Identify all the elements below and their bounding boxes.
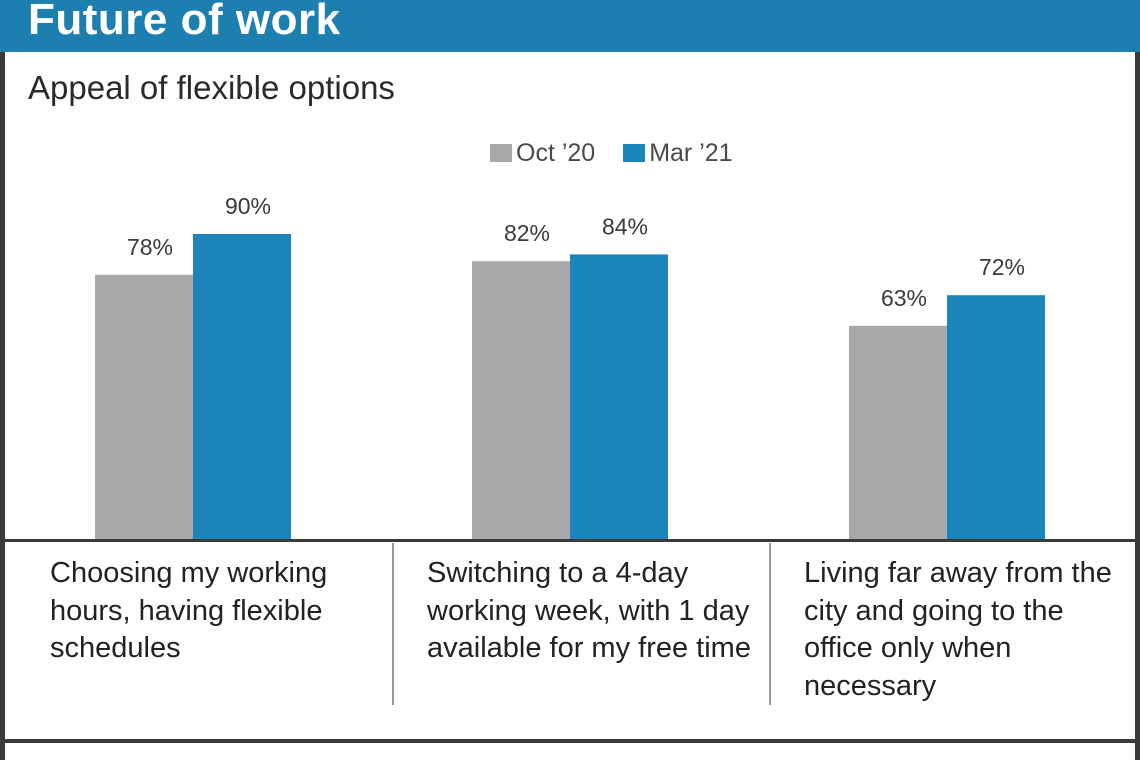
category-label-4-day-week: Switching to a 4-day working week, with …	[427, 557, 751, 664]
data-label-mar21-flexible-hours: 90%	[225, 193, 271, 219]
legend-label-oct20: Oct ’20	[516, 138, 596, 167]
bar-mar21-4-day-week	[570, 254, 668, 540]
legend-swatch-oct20	[490, 144, 512, 162]
chart-baseline	[5, 539, 1135, 542]
data-label-mar21-4-day-week: 84%	[602, 213, 648, 239]
bar-oct20-flexible-hours	[95, 274, 193, 540]
chart-legend: Oct ’20 Mar ’21	[490, 138, 733, 168]
bar-oct20-live-far-away	[849, 325, 947, 540]
bar-mar21-flexible-hours	[193, 234, 291, 540]
category-divider	[392, 543, 394, 705]
footer-rule	[5, 739, 1135, 743]
legend-swatch-mar21	[623, 144, 646, 162]
legend-item-oct20: Oct ’20	[490, 139, 595, 168]
category-divider	[769, 543, 771, 705]
data-label-mar21-live-far-away: 72%	[979, 254, 1025, 280]
category-label-live-far-away: Living far away from the city and going …	[804, 557, 1112, 702]
page-title: Future of work	[28, 0, 341, 44]
bar-oct20-4-day-week	[472, 261, 570, 540]
category-label-flexible-hours: Choosing my working hours, having flexib…	[50, 557, 328, 664]
data-label-oct20-live-far-away: 63%	[881, 285, 927, 311]
legend-label-mar21: Mar ’21	[649, 138, 733, 167]
bar-mar21-live-far-away	[947, 295, 1045, 540]
header-banner: Future of work	[0, 0, 1140, 52]
data-label-oct20-flexible-hours: 78%	[127, 234, 173, 260]
chart-title: Appeal of flexible options	[28, 69, 395, 106]
data-label-oct20-4-day-week: 82%	[504, 220, 550, 246]
legend-item-mar21: Mar ’21	[623, 138, 733, 168]
